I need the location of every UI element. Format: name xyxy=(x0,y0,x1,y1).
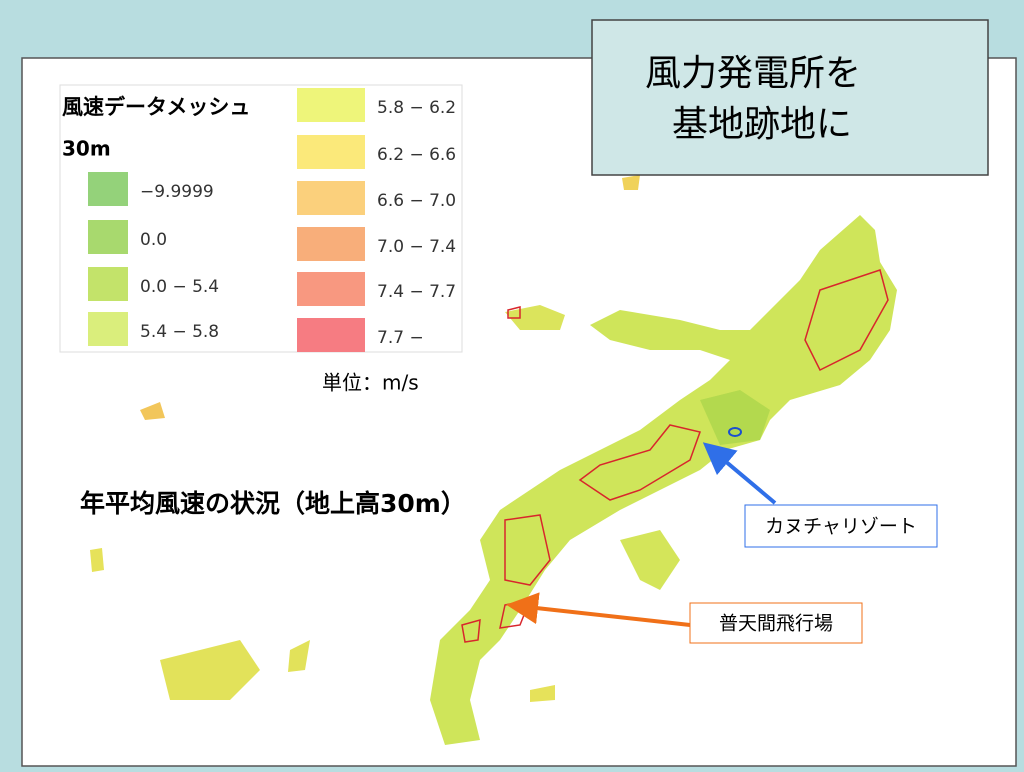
legend-label: −9.9999 xyxy=(140,182,214,202)
title-line: 基地跡地に xyxy=(672,104,852,145)
island xyxy=(530,685,555,702)
legend-box xyxy=(59,84,463,353)
island xyxy=(160,640,260,700)
island xyxy=(140,402,165,420)
legend-swatch xyxy=(297,272,365,306)
base-outline xyxy=(504,514,551,586)
legend-label: 0.0 xyxy=(140,230,167,250)
legend-unit: 単位：m/s xyxy=(322,371,419,395)
arrow xyxy=(702,442,777,505)
legend-label: 7.0 − 7.4 xyxy=(377,237,456,257)
legend-subtitle: 30m xyxy=(62,137,111,161)
base-outline xyxy=(461,618,481,643)
legend-label: 7.4 − 7.7 xyxy=(377,282,456,302)
callout: 普天間飛行場 xyxy=(719,613,833,635)
callout-box xyxy=(689,602,863,644)
base-outline xyxy=(804,269,889,372)
legend-swatch xyxy=(88,172,128,206)
callout-box xyxy=(744,504,938,548)
island-shade xyxy=(700,390,770,445)
map xyxy=(90,175,897,745)
title-line: 風力発電所を xyxy=(645,53,861,94)
island xyxy=(288,640,310,672)
island xyxy=(90,548,104,572)
legend-swatch xyxy=(88,220,128,254)
base-outline xyxy=(507,306,521,319)
title-box xyxy=(591,19,989,176)
legend-swatch xyxy=(297,227,365,261)
legend-swatch xyxy=(297,135,365,169)
kanucha-marker xyxy=(728,427,742,437)
main-island xyxy=(430,215,897,745)
legend-swatch xyxy=(297,181,365,215)
legend-swatch xyxy=(297,318,365,352)
legend-swatch xyxy=(88,312,128,346)
island xyxy=(620,530,680,590)
legend-label: 5.4 − 5.8 xyxy=(140,322,219,342)
legend-label: 6.2 − 6.6 xyxy=(377,145,456,165)
island xyxy=(622,175,640,190)
arrow xyxy=(506,592,691,627)
map-caption: 年平均風速の状況（地上高30m） xyxy=(80,489,466,518)
legend-label: 6.6 − 7.0 xyxy=(377,191,456,211)
legend-swatch xyxy=(88,267,128,301)
base-outline xyxy=(578,424,701,501)
legend-swatch xyxy=(297,88,365,122)
callout: カヌチャリゾート xyxy=(765,516,917,538)
legend-label: 5.8 − 6.2 xyxy=(377,98,456,118)
legend-label: 7.7 − xyxy=(377,328,424,348)
legend-title: 風速データメッシュ xyxy=(62,95,250,119)
legend-label: 0.0 − 5.4 xyxy=(140,277,219,297)
